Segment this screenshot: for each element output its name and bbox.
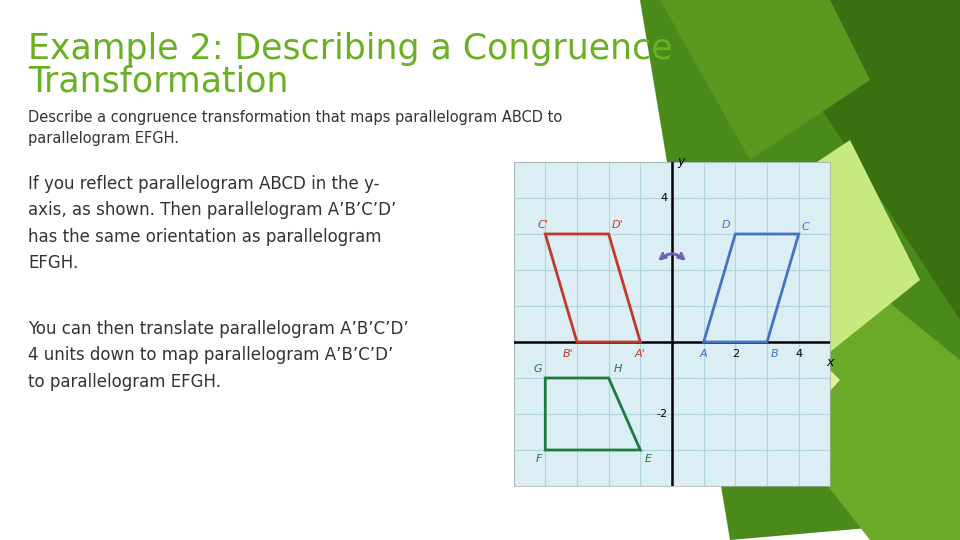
Text: H: H bbox=[613, 364, 622, 374]
Text: B: B bbox=[770, 349, 778, 359]
Text: Describe a congruence transformation that maps parallelogram ABCD to
parallelogr: Describe a congruence transformation tha… bbox=[28, 110, 563, 146]
Text: G: G bbox=[534, 364, 542, 374]
Text: A: A bbox=[700, 349, 708, 359]
Text: F: F bbox=[536, 454, 542, 464]
Text: y: y bbox=[678, 156, 685, 168]
Text: D': D' bbox=[612, 220, 623, 231]
Polygon shape bbox=[750, 0, 960, 320]
Text: Example 2: Describing a Congruence: Example 2: Describing a Congruence bbox=[28, 32, 673, 66]
Polygon shape bbox=[650, 280, 840, 480]
Text: If you reflect parallelogram ABCD in the y-
axis, as shown. Then parallelogram A: If you reflect parallelogram ABCD in the… bbox=[28, 175, 396, 272]
Text: C: C bbox=[802, 222, 809, 232]
Polygon shape bbox=[700, 140, 920, 360]
Text: -2: -2 bbox=[656, 409, 667, 419]
Polygon shape bbox=[660, 0, 870, 160]
Text: 2: 2 bbox=[732, 349, 739, 359]
Text: B': B' bbox=[564, 349, 574, 359]
Text: D: D bbox=[722, 220, 731, 231]
Text: A': A' bbox=[635, 349, 645, 359]
Text: C': C' bbox=[538, 220, 548, 231]
Text: 4: 4 bbox=[795, 349, 803, 359]
Polygon shape bbox=[690, 230, 960, 540]
Polygon shape bbox=[640, 0, 960, 540]
Text: 4: 4 bbox=[660, 193, 667, 203]
Text: You can then translate parallelogram A’B’C’D’
4 units down to map parallelogram : You can then translate parallelogram A’B… bbox=[28, 320, 409, 391]
Text: Transformation: Transformation bbox=[28, 65, 289, 99]
Text: x: x bbox=[827, 356, 834, 369]
Text: E: E bbox=[645, 454, 652, 464]
